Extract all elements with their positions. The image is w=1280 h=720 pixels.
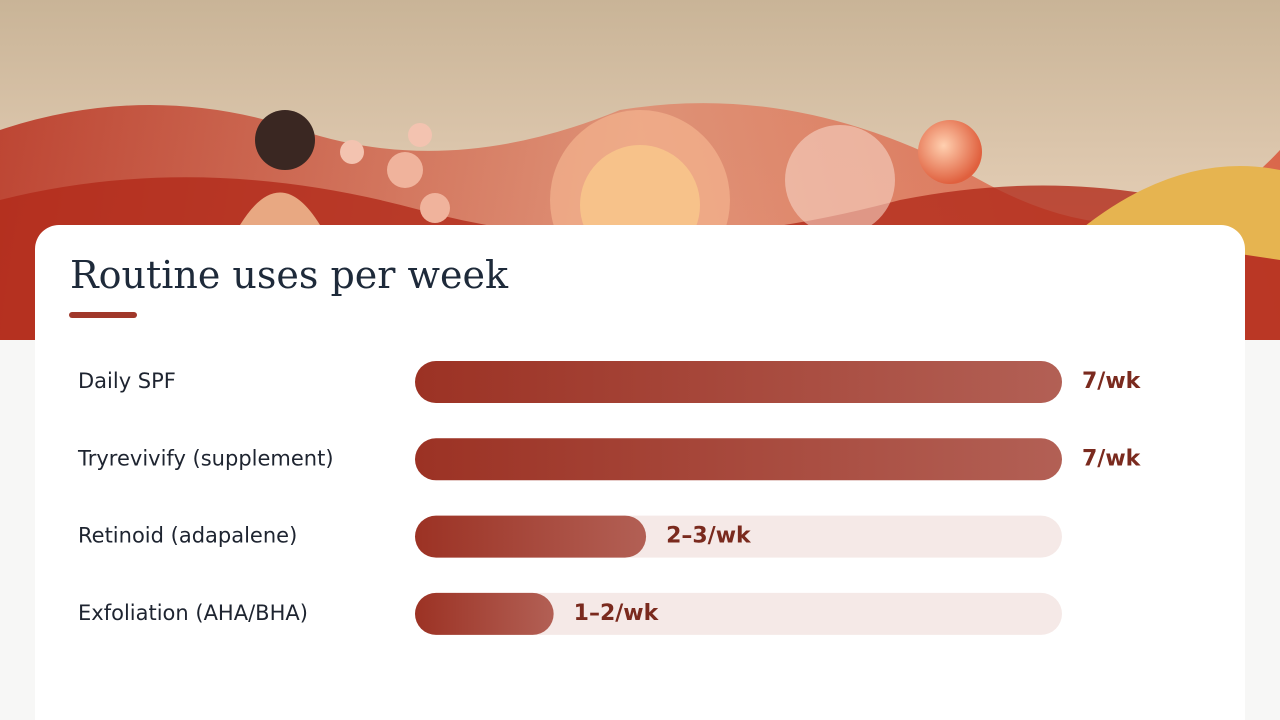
bar <box>415 361 1062 403</box>
category-label: Tryrevivify (supplement) <box>77 446 334 470</box>
bar-track <box>415 592 1062 635</box>
category-label: Daily SPF <box>78 369 176 393</box>
chart-title: Routine uses per week <box>70 253 509 297</box>
bar <box>415 515 647 558</box>
value-label: 2–3/wk <box>666 524 752 549</box>
category-label: Retinoid (adapalene) <box>78 524 297 548</box>
value-label: 7/wk <box>1082 446 1142 471</box>
category-label: Exfoliation (AHA/BHA) <box>78 601 308 625</box>
value-label: 1–2/wk <box>574 601 660 626</box>
bar <box>415 592 554 635</box>
value-label: 7/wk <box>1082 369 1142 394</box>
title-underline <box>69 312 137 318</box>
bar <box>415 438 1062 481</box>
